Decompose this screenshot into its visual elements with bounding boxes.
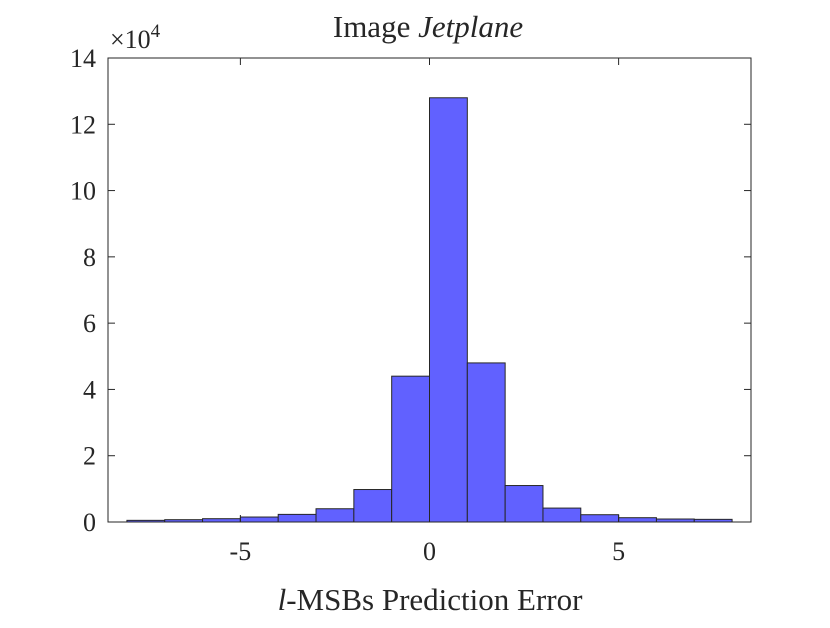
y-tick-label: 0 (83, 508, 96, 537)
histogram-bar (466, 362, 506, 523)
y-exponent-power: 4 (151, 21, 161, 42)
x-tick-label: 0 (423, 537, 436, 566)
histogram-bar (353, 489, 393, 523)
x-tick-label: 5 (612, 537, 625, 566)
y-tick-label: 14 (70, 44, 96, 73)
histogram-bar (542, 507, 582, 523)
y-exponent-base: ×10 (110, 25, 151, 54)
y-exponent-label: ×104 (110, 21, 161, 54)
tick-labels-group: -5 0 5 0 2 4 6 8 10 12 14 (70, 44, 625, 566)
chart-title-prefix: Image (333, 9, 418, 44)
histogram-bar (239, 516, 279, 523)
y-tick-label: 10 (70, 177, 96, 206)
y-tick-label: 12 (70, 110, 96, 139)
x-tick-label: -5 (230, 537, 252, 566)
y-tick-label: 6 (83, 309, 96, 338)
histogram-bar (429, 97, 468, 523)
histogram-bar (277, 513, 317, 523)
y-tick-label: 8 (83, 243, 96, 272)
histogram-bar (315, 508, 355, 523)
y-tick-label: 4 (83, 375, 96, 404)
x-axis-label-rest: -MSBs Prediction Error (286, 582, 583, 617)
chart-title: Image Jetplane (333, 9, 523, 44)
ticks-group (108, 57, 751, 523)
histogram-bar (504, 485, 544, 523)
bars-group (126, 97, 733, 523)
x-axis-label: l-MSBs Prediction Error (278, 582, 583, 617)
histogram-bar (618, 517, 657, 523)
histogram-bar (580, 514, 620, 523)
chart-title-emphasis: Jetplane (418, 9, 523, 44)
histogram-bar (391, 375, 431, 523)
y-tick-label: 2 (83, 442, 96, 471)
x-axis-label-emphasis: l (278, 582, 287, 617)
